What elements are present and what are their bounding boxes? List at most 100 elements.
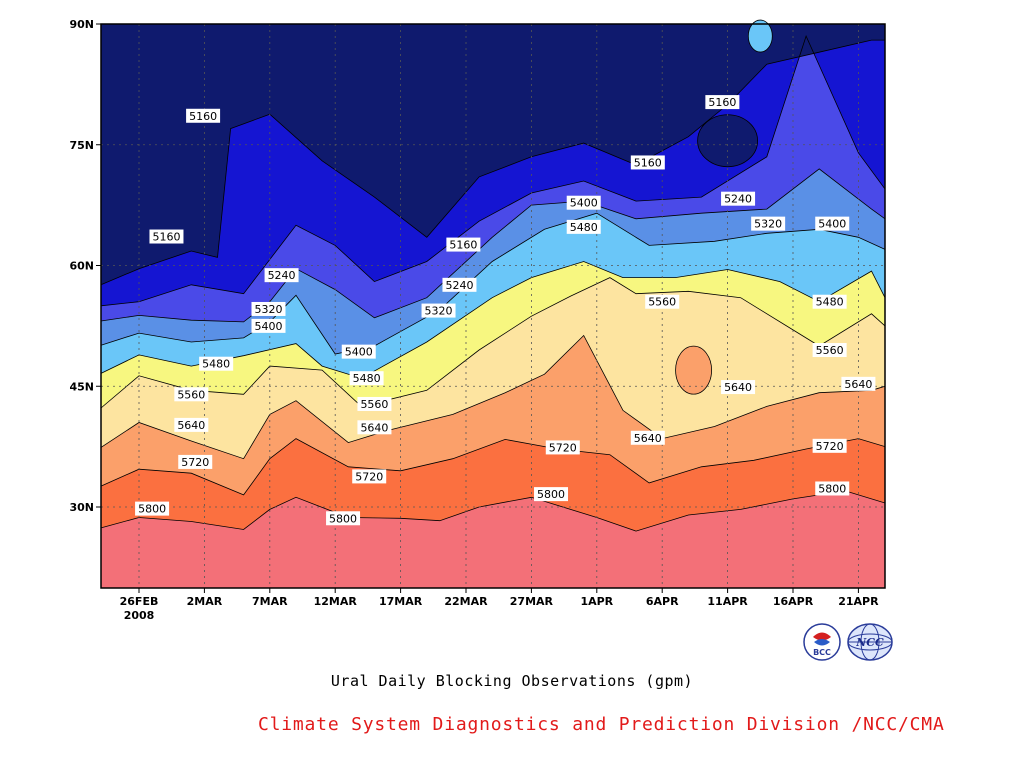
contour-label-text: 5400 [254,320,282,333]
contour-label-text: 5480 [816,296,844,309]
contour-label: 5160 [186,108,221,123]
y-tick-label: 90N [69,18,94,31]
contour-label-box [357,396,392,411]
contour-label-text: 5720 [355,470,383,483]
contour-label: 5560 [357,396,392,411]
contour-label-box [812,343,847,358]
contour-label: 5240 [721,191,756,206]
contour-label: 5320 [751,216,786,231]
contour-label: 5480 [349,371,384,386]
contour-5720 [100,402,886,496]
contour-label-box [721,380,756,395]
contour-label: 5480 [199,356,234,371]
x-tick-label: 2MAR [187,595,223,608]
contour-label: 5640 [174,417,209,432]
contour-label-box [630,155,665,170]
contour-label-text: 5560 [360,398,388,411]
contour-label-text: 5800 [818,482,846,495]
contour-label-text: 5720 [816,440,844,453]
contour-label-text: 5160 [449,239,477,252]
contour-label-box [841,376,876,391]
contour-label: 5720 [545,440,580,455]
x-axis: 26FEB 2MAR 7MAR 12MAR 17MAR 22MAR 27MAR 1APR 6AP… [120,588,879,622]
contour-label: 5560 [174,387,209,402]
contour-label: 5400 [815,216,850,231]
contour-label-text: 5800 [537,488,565,501]
contour-label-text: 5160 [189,110,217,123]
contour-label-box [630,430,665,445]
contour-label: 5720 [178,454,213,469]
contour-label-text: 5240 [268,269,296,282]
contour-label-text: 5400 [570,197,598,210]
contour-label-box [264,268,299,283]
contour-label: 5320 [421,303,456,318]
ncc-logo: NCC [846,622,894,662]
contour-label-text: 5560 [648,296,676,309]
contour-label-box [349,371,384,386]
contour-label-box [812,438,847,453]
chart-caption: Ural Daily Blocking Observations (gpm) [330,672,694,690]
x-tick-label: 22MAR [444,595,488,608]
contour-label: 5320 [251,301,286,316]
contour-label-text: 5480 [353,372,381,385]
contour-label-text: 5320 [254,303,282,316]
contour-label-text: 5560 [816,344,844,357]
contour-label-text: 5640 [724,381,752,394]
x-tick-label: 7MAR [252,595,288,608]
contour-label-box [174,387,209,402]
contour-label-text: 5240 [445,279,473,292]
contour-label: 5160 [446,237,481,252]
closed-5160-low [697,114,758,168]
contour-label-box [135,501,170,516]
contour-label-box [251,301,286,316]
contour-label-box [545,440,580,455]
y-axis: 30N 45N 60N 75N 90N [69,18,101,514]
contour-label: 5400 [566,195,601,210]
contour-label-box [815,216,850,231]
contour-label-text: 5800 [329,512,357,525]
contour-label-box [566,195,601,210]
band-lt-5160 [101,24,885,285]
contour-label-box [251,318,286,333]
contour-label: 5480 [566,219,601,234]
x-tick-label: 21APR [838,595,879,608]
y-tick-label: 75N [69,139,94,152]
contour-label: 5160 [149,229,184,244]
contour-label: 5640 [841,376,876,391]
bcc-logo-text: BCC [813,648,831,657]
contour-label-text: 5720 [549,441,577,454]
contour-label-box [442,277,477,292]
contour-label: 5560 [645,294,680,309]
x-tick-label: 11APR [707,595,748,608]
contour-label-box [534,487,569,502]
contour-label: 5800 [815,481,850,496]
contour-label-text: 5720 [181,456,209,469]
contour-label: 5400 [251,318,286,333]
contour-label-box [174,417,209,432]
contour-label: 5800 [326,511,361,526]
contour-label: 5160 [630,155,665,170]
contour-label-text: 5400 [818,218,846,231]
x-tick-label: 16APR [773,595,814,608]
contour-label: 5640 [357,420,392,435]
contour-5240 [100,34,886,307]
contour-label: 5480 [812,294,847,309]
contour-label-text: 5320 [754,218,782,231]
contour-5320 [100,168,886,323]
closed-5400-pocket [747,19,773,53]
y-tick-label: 60N [69,260,94,273]
contour-label-text: 5640 [177,419,205,432]
contour-label: 5640 [721,380,756,395]
contour-label-text: 5640 [844,378,872,391]
contour-label-text: 5560 [177,388,205,401]
x-tick-label: 1APR [580,595,613,608]
contour-label-box [751,216,786,231]
contour-5480 [100,261,886,379]
contour-label: 5800 [534,487,569,502]
contour-label: 5640 [630,430,665,445]
x-tick-label: 6APR [646,595,679,608]
contour-label-box [357,420,392,435]
contour-label-text: 5160 [634,156,662,169]
contour-label-box [705,95,740,110]
